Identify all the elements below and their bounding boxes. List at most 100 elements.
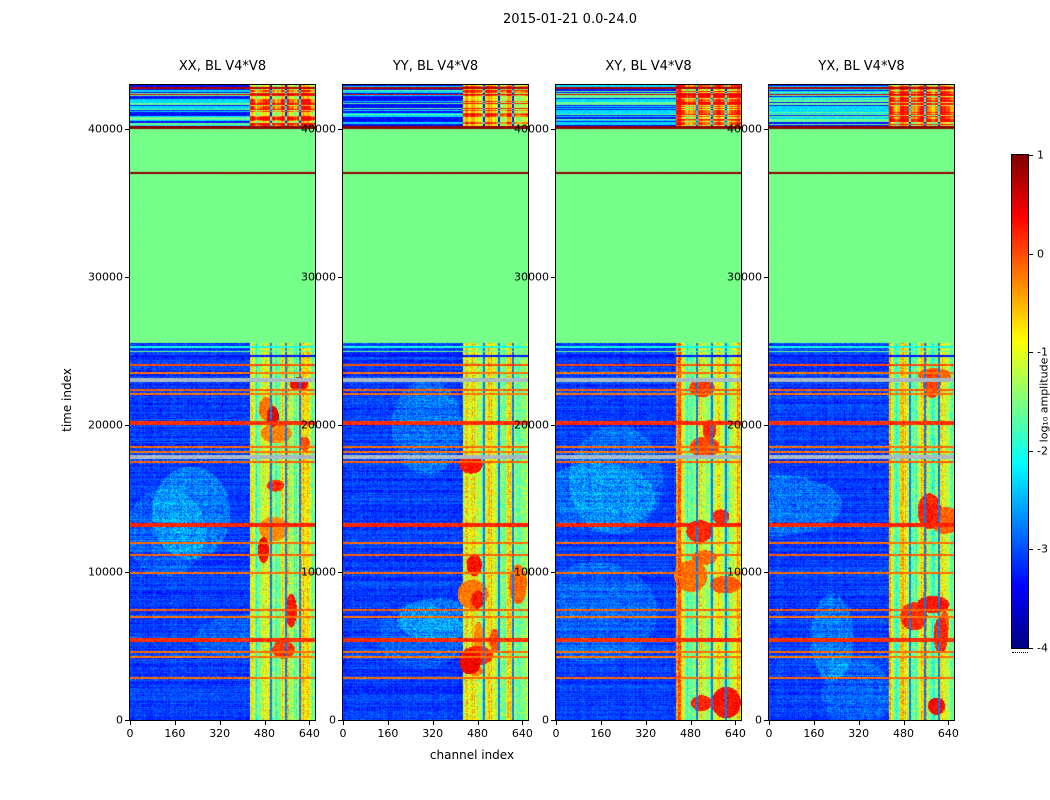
colorbar-label: log₁₀ amplitude bbox=[1037, 357, 1050, 443]
heatmap-panel-xy: XY, BL V4*V8 0 160 320 480 640 0 10000 20000 3000… bbox=[514, 59, 746, 740]
x-tick-mark bbox=[645, 721, 647, 725]
x-tick-mark bbox=[813, 721, 815, 725]
heatmap-canvas-yx bbox=[769, 85, 954, 720]
heatmap-canvas-xx bbox=[130, 85, 315, 720]
colorbar-tick-label: 0 bbox=[1037, 247, 1044, 261]
y-tick-label: 30000 bbox=[514, 270, 549, 284]
colorbar-tick-label: -3 bbox=[1037, 542, 1048, 556]
panel-title-yx: YX, BL V4*V8 bbox=[818, 59, 905, 74]
x-tick-mark bbox=[387, 721, 389, 725]
y-tick-mark bbox=[764, 424, 768, 426]
colorbar-tick-label: -4 bbox=[1037, 641, 1048, 655]
x-tick-label: 160 bbox=[164, 727, 186, 740]
heatmap-panel-xx: XX, BL V4*V8 0 160 320 480 640 0 10000 20000 3000… bbox=[88, 59, 320, 740]
x-tick-mark bbox=[477, 721, 479, 725]
y-tick-mark bbox=[764, 276, 768, 278]
heatmap-canvas-xy bbox=[556, 85, 741, 720]
x-tick-label: 0 bbox=[339, 727, 347, 740]
y-tick-label: 0 bbox=[116, 713, 123, 727]
x-tick-label: 480 bbox=[680, 727, 702, 740]
x-tick-label: 640 bbox=[724, 727, 746, 740]
x-tick-mark bbox=[769, 721, 770, 725]
y-tick-mark bbox=[125, 424, 129, 426]
x-tick-label: 160 bbox=[377, 727, 399, 740]
y-tick-label: 20000 bbox=[514, 418, 549, 432]
y-tick-mark bbox=[338, 276, 342, 278]
y-tick-mark bbox=[125, 720, 129, 721]
heatmap-panel-yx: YX, BL V4*V8 0 160 320 480 640 0 10000 20000 3000… bbox=[727, 59, 959, 740]
x-tick-label: 480 bbox=[254, 727, 276, 740]
x-tick-label: 320 bbox=[848, 727, 870, 740]
y-tick-label: 0 bbox=[755, 713, 762, 727]
y-tick-label: 0 bbox=[329, 713, 336, 727]
colorbar-tick-mark bbox=[1029, 450, 1033, 452]
x-tick-label: 640 bbox=[298, 727, 320, 740]
x-tick-label: 480 bbox=[467, 727, 489, 740]
colorbar-gradient bbox=[1012, 155, 1028, 648]
y-tick-label: 20000 bbox=[727, 418, 762, 432]
x-axis-label: channel index bbox=[429, 748, 515, 762]
y-tick-label: 40000 bbox=[301, 122, 336, 136]
y-tick-label: 10000 bbox=[514, 565, 549, 579]
y-tick-mark bbox=[338, 720, 342, 721]
colorbar-minor-dots bbox=[1012, 652, 1028, 653]
x-tick-mark bbox=[600, 721, 602, 725]
panel-title-xx: XX, BL V4*V8 bbox=[178, 59, 267, 74]
x-tick-label: 160 bbox=[803, 727, 825, 740]
y-tick-mark bbox=[125, 276, 129, 278]
colorbar-tick-mark bbox=[1029, 648, 1033, 649]
colorbar-tick-label: -1 bbox=[1037, 345, 1048, 359]
y-tick-mark bbox=[125, 129, 129, 131]
y-axis-label: time index bbox=[60, 368, 74, 432]
y-tick-mark bbox=[551, 720, 555, 721]
y-tick-label: 40000 bbox=[727, 122, 762, 136]
x-tick-mark bbox=[309, 721, 311, 725]
x-tick-label: 0 bbox=[765, 727, 773, 740]
x-tick-mark bbox=[858, 721, 860, 725]
x-tick-mark bbox=[174, 721, 176, 725]
y-tick-mark bbox=[551, 424, 555, 426]
heatmap-panel-yy: YY, BL V4*V8 0 160 320 480 640 0 10000 20000 3000… bbox=[301, 59, 533, 740]
y-tick-label: 10000 bbox=[88, 565, 123, 579]
x-tick-mark bbox=[219, 721, 221, 725]
x-tick-label: 0 bbox=[552, 727, 560, 740]
y-tick-label: 40000 bbox=[88, 122, 123, 136]
y-tick-mark bbox=[551, 129, 555, 131]
y-tick-mark bbox=[338, 572, 342, 574]
x-tick-mark bbox=[690, 721, 692, 725]
y-tick-label: 30000 bbox=[727, 270, 762, 284]
x-tick-label: 640 bbox=[937, 727, 959, 740]
y-tick-mark bbox=[764, 720, 768, 721]
x-tick-label: 0 bbox=[126, 727, 134, 740]
colorbar-tick-label: 1 bbox=[1037, 148, 1044, 162]
colorbar-tick-mark bbox=[1029, 352, 1033, 354]
y-tick-mark bbox=[764, 572, 768, 574]
figure-title: 2015-01-21 0.0-24.0 bbox=[503, 12, 637, 27]
y-tick-label: 20000 bbox=[88, 418, 123, 432]
panel-title-yy: YY, BL V4*V8 bbox=[392, 59, 479, 74]
x-tick-mark bbox=[343, 721, 344, 725]
colorbar-tick-mark bbox=[1029, 253, 1033, 255]
colorbar-tick-label: -2 bbox=[1037, 444, 1048, 458]
heatmap-canvas-yy bbox=[343, 85, 528, 720]
y-tick-mark bbox=[551, 276, 555, 278]
x-tick-label: 480 bbox=[893, 727, 915, 740]
y-tick-mark bbox=[764, 129, 768, 131]
y-tick-mark bbox=[338, 424, 342, 426]
y-tick-mark bbox=[338, 129, 342, 131]
y-tick-label: 40000 bbox=[514, 122, 549, 136]
y-tick-label: 10000 bbox=[727, 565, 762, 579]
x-tick-label: 320 bbox=[209, 727, 231, 740]
x-tick-mark bbox=[903, 721, 905, 725]
y-tick-label: 10000 bbox=[301, 565, 336, 579]
x-tick-mark bbox=[130, 721, 131, 725]
colorbar-tick-mark bbox=[1029, 155, 1033, 156]
x-tick-label: 320 bbox=[635, 727, 657, 740]
x-tick-label: 160 bbox=[590, 727, 612, 740]
y-tick-label: 0 bbox=[542, 713, 549, 727]
y-tick-label: 30000 bbox=[301, 270, 336, 284]
x-tick-label: 640 bbox=[511, 727, 533, 740]
panel-title-xy: XY, BL V4*V8 bbox=[605, 59, 692, 74]
y-tick-label: 30000 bbox=[88, 270, 123, 284]
